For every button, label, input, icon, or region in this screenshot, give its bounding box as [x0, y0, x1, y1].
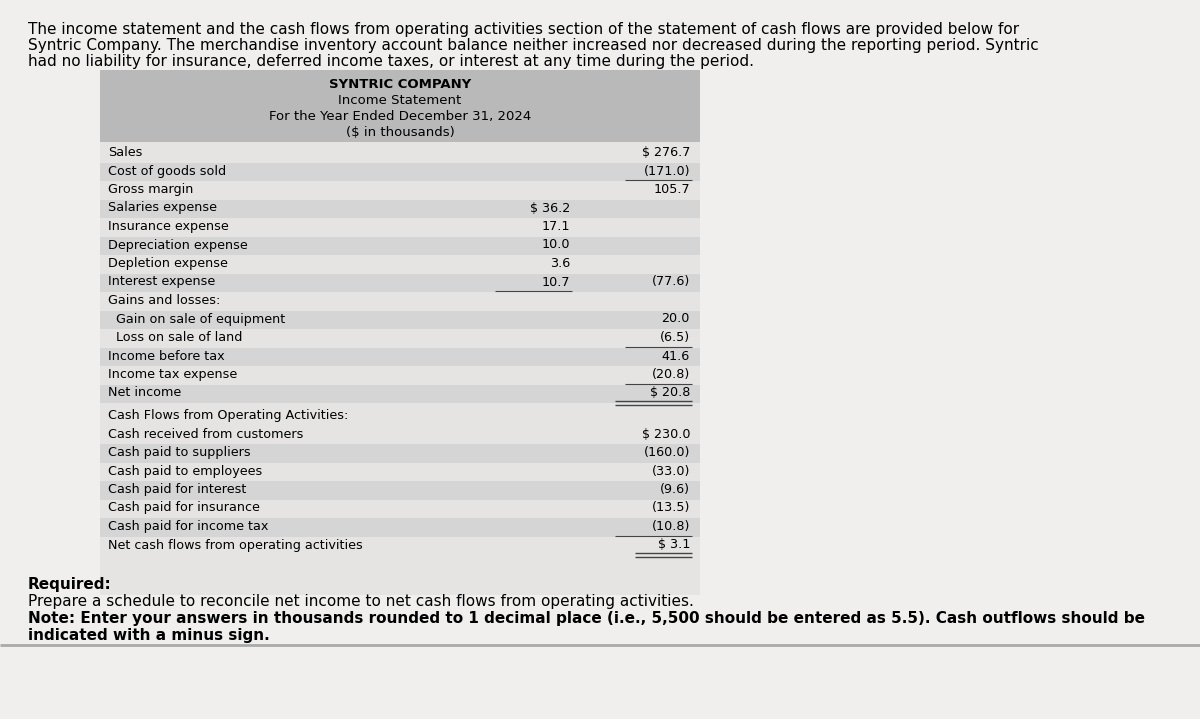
Text: Income before tax: Income before tax [108, 349, 224, 362]
Bar [100, 481, 700, 500]
Text: For the Year Ended December 31, 2024: For the Year Ended December 31, 2024 [269, 110, 532, 123]
Text: Gains and losses:: Gains and losses: [108, 294, 221, 307]
Text: $ 20.8: $ 20.8 [649, 387, 690, 400]
Bar [100, 199, 700, 218]
Text: (160.0): (160.0) [643, 446, 690, 459]
Bar [100, 70, 700, 142]
Text: 3.6: 3.6 [550, 257, 570, 270]
Text: Depletion expense: Depletion expense [108, 257, 228, 270]
Text: Gross margin: Gross margin [108, 183, 193, 196]
Bar [100, 518, 700, 536]
Text: $ 36.2: $ 36.2 [529, 201, 570, 214]
Text: 10.7: 10.7 [541, 275, 570, 288]
Text: 105.7: 105.7 [653, 183, 690, 196]
Text: Cash paid to suppliers: Cash paid to suppliers [108, 446, 251, 459]
Text: Cost of goods sold: Cost of goods sold [108, 165, 226, 178]
Text: 10.0: 10.0 [541, 239, 570, 252]
Text: Note: Enter your answers in thousands rounded to 1 decimal place (i.e., 5,500 sh: Note: Enter your answers in thousands ro… [28, 611, 1145, 626]
Text: Interest expense: Interest expense [108, 275, 215, 288]
Text: 20.0: 20.0 [661, 313, 690, 326]
Text: $ 230.0: $ 230.0 [642, 428, 690, 441]
Text: Cash Flows from Operating Activities:: Cash Flows from Operating Activities: [108, 409, 348, 422]
Text: SYNTRIC COMPANY: SYNTRIC COMPANY [329, 78, 472, 91]
Text: Loss on sale of land: Loss on sale of land [108, 331, 242, 344]
Text: Gain on sale of equipment: Gain on sale of equipment [108, 313, 286, 326]
Text: The income statement and the cash flows from operating activities section of the: The income statement and the cash flows … [28, 22, 1019, 37]
Text: Income tax expense: Income tax expense [108, 368, 238, 381]
Text: (77.6): (77.6) [652, 275, 690, 288]
Text: 41.6: 41.6 [661, 349, 690, 362]
Text: (33.0): (33.0) [652, 464, 690, 477]
Text: Required:: Required: [28, 577, 112, 592]
Text: Syntric Company. The merchandise inventory account balance neither increased nor: Syntric Company. The merchandise invento… [28, 38, 1039, 53]
Text: 17.1: 17.1 [541, 220, 570, 233]
Bar [100, 142, 700, 595]
Text: Cash paid to employees: Cash paid to employees [108, 464, 263, 477]
Text: Cash paid for interest: Cash paid for interest [108, 483, 246, 496]
Text: had no liability for insurance, deferred income taxes, or interest at any time d: had no liability for insurance, deferred… [28, 54, 754, 69]
Text: (9.6): (9.6) [660, 483, 690, 496]
Text: (6.5): (6.5) [660, 331, 690, 344]
Text: Depreciation expense: Depreciation expense [108, 239, 247, 252]
Bar [100, 237, 700, 255]
Bar [100, 444, 700, 462]
Text: Net income: Net income [108, 387, 181, 400]
Text: (20.8): (20.8) [652, 368, 690, 381]
Text: $ 3.1: $ 3.1 [658, 539, 690, 551]
Text: Cash received from customers: Cash received from customers [108, 428, 304, 441]
Text: Prepare a schedule to reconcile net income to net cash flows from operating acti: Prepare a schedule to reconcile net inco… [28, 594, 694, 609]
Text: Sales: Sales [108, 146, 143, 159]
Text: Cash paid for insurance: Cash paid for insurance [108, 501, 260, 515]
Bar [100, 273, 700, 292]
Text: Cash paid for income tax: Cash paid for income tax [108, 520, 269, 533]
Bar [100, 385, 700, 403]
Text: ($ in thousands): ($ in thousands) [346, 126, 455, 139]
Bar [100, 311, 700, 329]
Text: Income Statement: Income Statement [338, 94, 462, 107]
Bar [100, 162, 700, 181]
Text: (13.5): (13.5) [652, 501, 690, 515]
Bar [100, 347, 700, 366]
Text: indicated with a minus sign.: indicated with a minus sign. [28, 628, 270, 643]
Text: Net cash flows from operating activities: Net cash flows from operating activities [108, 539, 362, 551]
Text: $ 276.7: $ 276.7 [642, 146, 690, 159]
Text: (171.0): (171.0) [643, 165, 690, 178]
Text: Salaries expense: Salaries expense [108, 201, 217, 214]
Text: Insurance expense: Insurance expense [108, 220, 229, 233]
Text: (10.8): (10.8) [652, 520, 690, 533]
